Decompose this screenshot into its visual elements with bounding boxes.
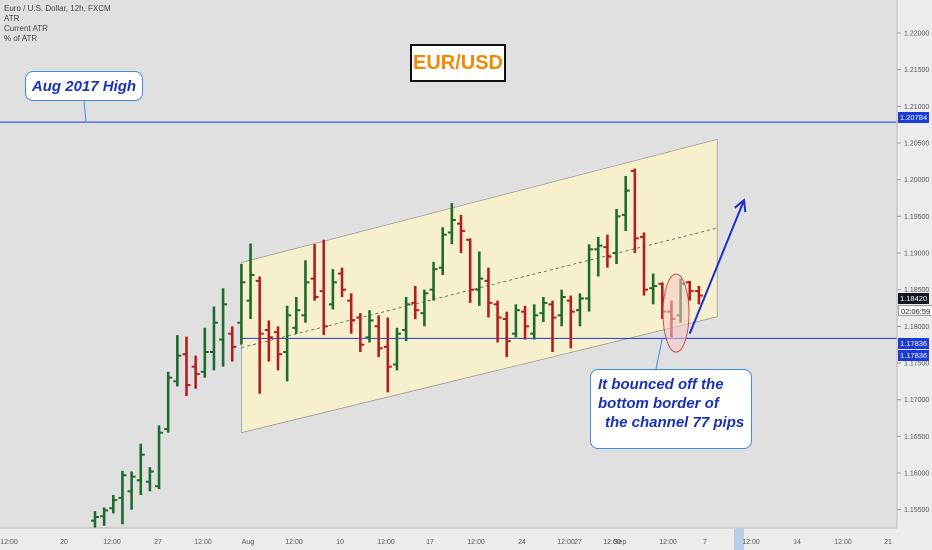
time-axis-highlight [734,528,744,550]
x-axis-tick-label: 20 [60,539,68,546]
x-axis-tick-label: 24 [518,539,526,546]
y-axis-tick-label: 1.21500 [904,67,929,74]
arrow-shaft [688,199,745,335]
y-axis-tick-label: 1.15500 [904,507,929,514]
bounce-callout: It bounced off the bottom border of the … [590,369,752,449]
y-axis-tick-label: 1.20500 [904,141,929,148]
y-axis-tick-label: 1.19500 [904,214,929,221]
support-price-tag-2: 1.17836 [898,350,930,361]
high-level-price-tag: 1.20784 [898,112,930,123]
x-axis-tick-label: 27 [154,539,162,546]
x-axis-tick-label: Aug [242,539,255,546]
price-axis [897,0,932,550]
high-callout-pointer [83,100,87,123]
x-axis-tick-label: 12:00 [285,539,303,546]
aug-high-callout: Aug 2017 High [25,71,143,101]
x-axis-tick-label: 17 [426,539,434,546]
x-axis-tick-label: 12:00 [0,539,18,546]
y-axis-tick-label: 1.17000 [904,397,929,404]
x-axis-tick-label: Sep [614,539,627,546]
bounce-callout-line: It bounced off the [598,376,724,393]
x-axis-tick-label: 27 [574,539,582,546]
time-axis [0,528,897,550]
x-axis-tick-label: 12:00 [377,539,395,546]
x-axis-tick-label: 12:00 [834,539,852,546]
channel-midline [241,227,718,348]
callout-pointer [655,338,663,370]
y-axis-tick-label: 1.18000 [904,324,929,331]
x-axis-tick-label: 21 [884,539,892,546]
x-axis-tick-label: 12:00 [603,539,621,546]
legend-pct-atr: % of ATR [4,34,38,43]
y-axis-tick-label: 1.19000 [904,251,929,258]
pair-title-box: EUR/USD [410,44,506,82]
y-axis-tick-label: 1.17500 [904,361,929,368]
bar-countdown-tag: 02:06:59 [898,305,932,316]
legend-atr: ATR [4,14,20,23]
x-axis-tick-label: 12:00 [659,539,677,546]
x-axis-tick-label: 12:00 [742,539,760,546]
x-axis-tick-label: 14 [793,539,801,546]
x-axis-tick-label: 12:00 [557,539,575,546]
y-axis-tick-label: 1.21000 [904,104,929,111]
x-axis-tick-label: 12:00 [467,539,485,546]
bounce-highlight-ellipse [662,273,690,353]
y-axis-tick-label: 1.20000 [904,177,929,184]
x-axis-tick-label: 10 [336,539,344,546]
y-axis-tick-label: 1.18500 [904,287,929,294]
bounce-callout-line: bottom border of [598,395,719,412]
arrow-head [734,198,747,213]
bounce-callout-line: the channel 77 pips [605,414,745,431]
symbol-legend: Euro / U.S. Dollar, 12h, FXCM ATR Curren… [4,4,111,44]
projection-arrow [688,198,747,335]
legend-current-atr: Current ATR [4,24,48,33]
support-price-tag: 1.17836 [898,338,930,349]
y-axis-tick-label: 1.16500 [904,434,929,441]
current-price-tag: 1.18420 [898,293,930,304]
x-axis-tick-label: 12:00 [103,539,121,546]
y-axis-tick-label: 1.16000 [904,471,929,478]
x-axis-tick-label: 7 [703,539,707,546]
legend-symbol: Euro / U.S. Dollar, 12h, FXCM [4,4,111,13]
y-axis-tick-label: 1.22000 [904,31,929,38]
x-axis-tick-label: 12:00 [194,539,212,546]
